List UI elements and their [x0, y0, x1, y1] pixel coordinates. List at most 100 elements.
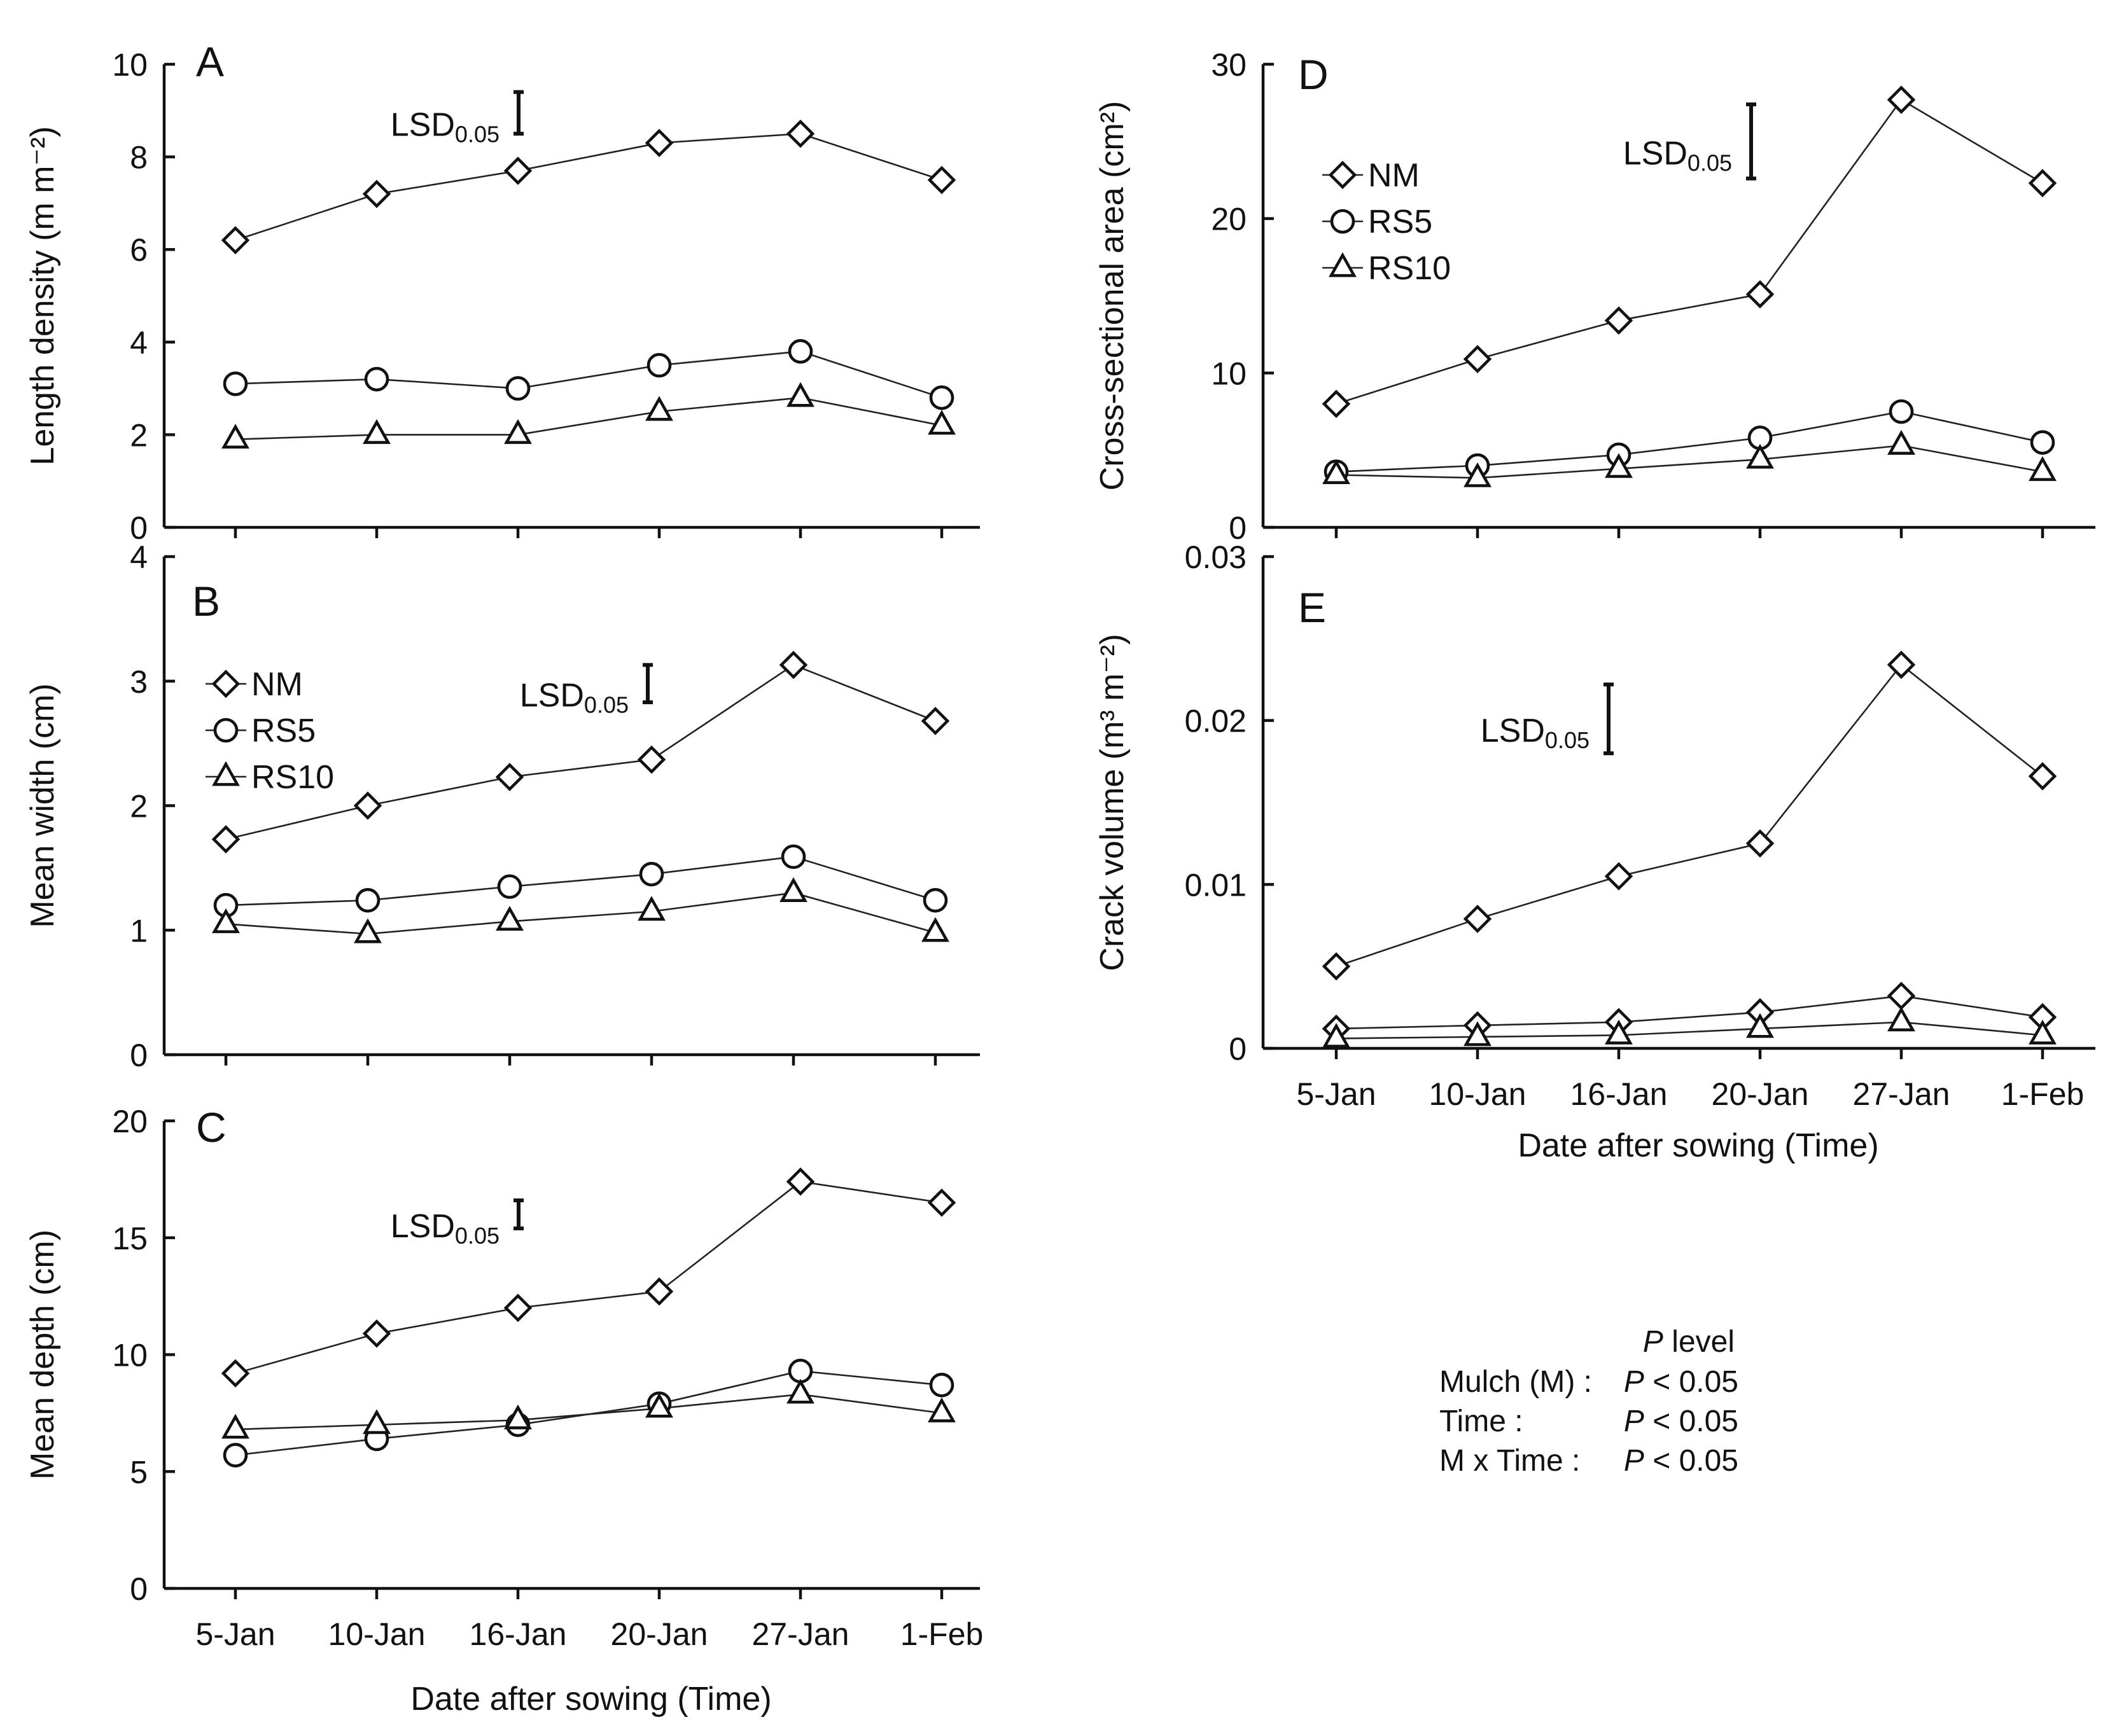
circle-marker [788, 339, 813, 364]
diamond-marker [645, 1277, 674, 1306]
x-tick-label: 5-Jan [195, 1616, 275, 1652]
circle-marker [505, 376, 531, 401]
circle-marker [639, 861, 664, 887]
series-line-nm [1336, 663, 2043, 968]
triangle-marker [1887, 429, 1915, 455]
y-axis-title: Mean depth (cm) [24, 1230, 61, 1480]
lsd-indicator: LSD0.05 [1623, 102, 1756, 181]
x-tick-label: 1-Feb [2001, 1076, 2085, 1112]
y-tick-label: 0.01 [1185, 867, 1247, 903]
y-tick-label: 6 [130, 232, 148, 268]
triangle-marker [2029, 1019, 2057, 1045]
panel-label: A [196, 38, 224, 85]
y-axis-title: Length density (m m⁻²) [24, 126, 61, 465]
y-axis-title: Crack volume (m³ m⁻²) [1094, 634, 1131, 971]
circle-marker [223, 372, 248, 396]
diamond-marker [2028, 762, 2057, 791]
x-tick-label: 16-Jan [470, 1616, 567, 1652]
series-markers-rs5 [213, 844, 948, 918]
triangle-marker [1746, 1013, 1774, 1038]
diamond-marker [1887, 85, 1916, 115]
series-markers-rs10 [212, 877, 949, 943]
y-tick-label: 10 [112, 47, 148, 83]
triangle-marker [354, 918, 382, 943]
chart-panel-b: 0 1 2 3 4 Mean width (cm) B LSD0.05 NM RS5 RS10 [24, 539, 980, 1073]
triangle-marker [212, 761, 240, 786]
y-tick-label: 4 [130, 539, 148, 575]
chart-panel-c: 0 5 10 15 20 5-Jan 10-Jan 16-Jan 20-Jan 27-Jan 1-F… [24, 1104, 983, 1718]
diamond-marker [221, 226, 250, 254]
series-line-rs10 [235, 396, 942, 440]
diamond-marker [211, 825, 241, 854]
panel-label: C [196, 1104, 227, 1151]
y-tick-label: 0 [130, 1571, 148, 1607]
p-level-row-value: P < 0.05 [1624, 1444, 1738, 1478]
triangle-marker [921, 917, 949, 942]
legend-item: RS10 [1322, 250, 1451, 287]
circle-marker [781, 844, 806, 870]
lsd-indicator: LSD0.05 [391, 1198, 524, 1249]
series-markers-nm [1322, 650, 2057, 981]
diamond-marker [786, 1167, 815, 1196]
triangle-marker [645, 1392, 673, 1418]
legend-item: RS5 [206, 712, 316, 749]
legend-item: NM [1322, 157, 1420, 194]
series-line-nm [225, 663, 936, 840]
series-line-rs5 [235, 351, 942, 399]
y-tick-label: 0 [130, 510, 148, 546]
legend-label: RS5 [1368, 204, 1432, 240]
y-tick-label: 20 [112, 1104, 148, 1139]
triangle-marker [786, 1378, 814, 1404]
diamond-marker [1887, 650, 1916, 679]
panel-label: E [1298, 584, 1326, 631]
diamond-marker [927, 1188, 956, 1217]
triangle-marker [1464, 462, 1492, 487]
legend-label: RS10 [251, 759, 334, 796]
diamond-marker [1604, 862, 1633, 891]
triangle-marker [638, 896, 666, 921]
series-markers-rs10 [1322, 1006, 2057, 1048]
y-tick-label: 0 [1229, 510, 1247, 546]
diamond-marker [362, 179, 391, 209]
x-tick-label: 10-Jan [1429, 1076, 1527, 1112]
y-axis-title: Mean width (cm) [24, 683, 61, 927]
diamond-marker [1887, 982, 1916, 1010]
triangle-marker [1887, 1006, 1915, 1032]
y-tick-label: 1 [130, 913, 148, 948]
lsd-label: LSD0.05 [520, 677, 629, 718]
y-tick-label: 0 [130, 1038, 148, 1073]
diamond-marker [362, 1319, 391, 1348]
y-tick-label: 0 [1229, 1031, 1247, 1067]
y-tick-label: 15 [112, 1221, 148, 1256]
triangle-marker [363, 1409, 391, 1434]
circle-marker [223, 1443, 248, 1468]
diamond-marker [495, 763, 524, 791]
chart-panel-a: 0 2 4 6 8 10 Length density (m m⁻²) A LSD0.05 [24, 38, 980, 546]
triangle-marker [2029, 456, 2057, 482]
circle-marker [929, 385, 954, 410]
legend-label: RS5 [251, 712, 316, 749]
x-tick-label: 16-Jan [1570, 1076, 1668, 1112]
y-tick-label: 2 [130, 417, 148, 453]
triangle-marker [221, 1413, 249, 1439]
panel-label: D [1298, 51, 1329, 98]
legend: NM RS5 RS10 [206, 666, 334, 796]
series-markers-rs5 [1324, 399, 2055, 484]
diamond-marker [211, 669, 241, 698]
y-tick-label: 0.02 [1185, 704, 1247, 739]
series-markers-rs10 [221, 1378, 956, 1439]
triangle-marker [645, 396, 673, 421]
diamond-marker [1745, 280, 1775, 309]
triangle-marker [928, 410, 956, 435]
y-tick-label: 0.03 [1185, 539, 1247, 575]
series-line-nm [1336, 99, 2043, 405]
series-line-rs5 [1336, 410, 2043, 473]
diamond-marker [1463, 905, 1492, 933]
triangle-marker [504, 1404, 532, 1429]
triangle-marker [496, 906, 524, 931]
triangle-marker [212, 908, 240, 933]
series-markers-nm [211, 651, 950, 854]
y-tick-label: 10 [112, 1338, 148, 1373]
triangle-marker [1464, 1021, 1492, 1046]
